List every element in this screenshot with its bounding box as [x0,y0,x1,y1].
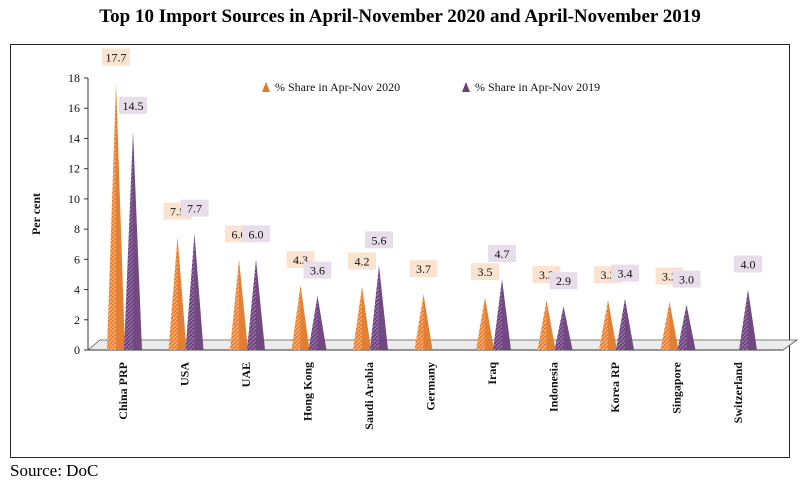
bar-shade [563,306,573,350]
bar-shade [300,285,310,350]
bar-shade [379,265,388,350]
bar-shade [317,295,327,350]
y-tick-label: 2 [74,313,80,327]
bar-shade [625,298,634,350]
x-category-label: USA [178,362,192,386]
bar-2019 [677,304,687,350]
y-tick-label: 14 [68,131,80,145]
legend-entry: % Share in Apr-Nov 2020 [275,80,400,94]
data-label-bg [348,252,376,270]
data-label-bg [242,225,270,243]
y-tick-label: 8 [74,222,80,236]
chart-title: Top 10 Import Sources in April-November … [99,6,701,27]
data-label-bg [549,272,578,290]
data-label: 7.7 [187,202,202,216]
data-label: 5.6 [372,233,387,247]
x-category-label: Iraq [485,362,499,385]
data-label: 6.0 [249,227,264,241]
data-label: 3.6 [310,264,325,278]
bar-2019 [185,233,195,350]
bar-shade [116,82,125,351]
x-category-label: Korea RP [608,362,622,413]
bar-2019 [370,265,379,350]
data-label-bg [180,199,209,217]
bar-shade [194,233,204,350]
bar-shade [608,300,617,350]
legend-marker [262,82,270,92]
x-category-label: Singapore [670,361,684,413]
bar-2019 [493,278,502,350]
y-tick-label: 10 [68,192,80,206]
bar-shade [748,289,757,350]
bar-shade [423,294,433,350]
bar-shade [502,278,511,350]
x-category-label: China PRP [116,362,130,420]
bar-shade [239,259,248,350]
data-label: 3.0 [679,273,694,287]
bar-2020 [230,259,239,350]
bar-shade [133,130,142,350]
bar-2020 [353,286,362,350]
bar-shade [546,300,556,350]
chart-frame [10,44,790,458]
data-label-bg [102,48,130,66]
data-label: 3.7 [416,262,431,276]
bar-2019 [308,295,318,350]
data-label: 3.4 [618,267,633,281]
data-label: 14.5 [123,99,144,113]
data-label: 4.2 [355,255,370,269]
bar-2020 [414,294,424,350]
bar-shade [256,259,265,350]
data-label-bg [734,255,762,273]
data-label: 17.7 [106,51,127,65]
y-tick-label: 16 [68,101,80,115]
bar-2019 [554,306,564,350]
data-label: 4.7 [495,247,510,261]
y-tick-label: 12 [68,162,80,176]
y-tick-label: 4 [74,283,80,297]
bar-shade [686,304,696,350]
data-label: 3.5 [478,265,493,279]
y-tick-label: 18 [68,71,80,85]
bar-shade [362,286,371,350]
x-category-label: Indonesia [547,362,561,412]
bar-shade [669,301,679,350]
bar-2020 [660,301,670,350]
y-tick-label: 6 [74,252,80,266]
bar-2020 [476,297,485,350]
legend-entry: % Share in Apr-Nov 2019 [475,80,600,94]
bar-2019 [616,298,625,350]
x-category-label: Saudi Arabia [362,362,376,430]
x-category-label: Hong Kong [301,362,315,421]
source-note: Source: DoC [10,461,99,480]
data-label-bg [303,261,332,279]
x-category-label: UAE [239,362,253,387]
bar-2020 [537,300,547,350]
x-category-label: Switzerland [731,362,745,424]
data-label-bg [488,244,516,262]
data-label-bg [611,264,639,282]
bar-2019 [247,259,256,350]
data-label-bg [471,263,499,281]
bar-shade [177,236,187,350]
data-label: 4.0 [741,258,756,272]
bar-2019 [124,130,133,350]
bar-2020 [107,82,116,351]
data-label: 2.9 [556,274,571,288]
bar-2019 [739,289,748,350]
x-category-label: Germany [424,362,438,411]
data-label-bg [365,231,393,249]
bar-shade [485,297,494,350]
y-axis-label: Per cent [29,193,43,235]
y-tick-label: 0 [74,343,80,357]
data-label-bg [119,96,147,114]
bar-2020 [291,285,301,350]
data-label-bg [409,260,438,278]
legend-marker [462,82,470,92]
bar-2020 [599,300,608,350]
data-label-bg [672,270,701,288]
bar-2020 [168,236,178,350]
